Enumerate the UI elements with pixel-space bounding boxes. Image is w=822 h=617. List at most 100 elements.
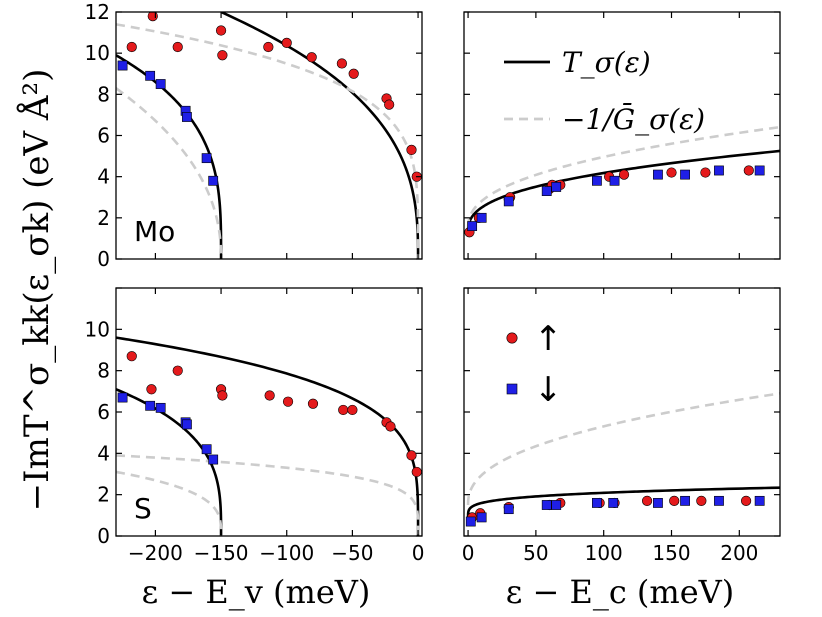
spin-up-point [700,167,711,178]
spin-up-point [282,396,294,407]
y-tick-label: 0 [97,247,110,271]
spin-up-point [126,41,137,53]
spin-up-point [281,37,292,48]
panel-2: −200 −150 −100 −50 0 0 2 4 6 8 10 S [85,287,425,565]
x-tick-label: −100 [259,541,314,565]
dashed-curve-2 [116,470,223,536]
spin-up-point [217,50,228,61]
spin-down-point [541,186,552,196]
plot-area [116,336,422,536]
spin-down-point [551,182,562,192]
y-tick-label: 8 [97,82,110,106]
spin-down-point [680,169,690,180]
spin-down-point [592,175,602,186]
panels: 0 2 4 6 8 10 12 Mo T_σ(ε) −1/Ḡ_σ(ε) −200 −150 −100 −5… [85,0,781,565]
spin-down-point [680,495,690,506]
x-axis-labels: ε − E_v (meV) ε − E_c (meV) [142,573,735,611]
y-tick-label: 12 [85,0,110,24]
spin-up-point [217,390,228,401]
spin-down-point [503,504,514,515]
y-tick-label: 4 [97,165,110,189]
legend: ↑↓ [506,319,563,410]
panel-label: Mo [134,215,175,248]
x-tick-label: 100 [585,541,623,565]
spin-down-point [182,112,192,122]
plot-area [464,125,780,238]
panel-0: 0 2 4 6 8 10 12 Mo [85,0,423,271]
spin-down-point [608,498,619,508]
panel-3: 0 50 100 150 200 ↑↓ [462,287,781,565]
x-axis-title-right: ε − E_c (meV) [506,573,735,611]
spin-down-point [754,165,765,176]
x-axis-title-left: ε − E_v (meV) [142,573,371,611]
dashed-curve-1 [466,392,780,505]
dashed-curve-2 [116,87,223,259]
spin-up-point [147,12,158,22]
spin-up-point [172,365,183,376]
spin-down-point [155,79,166,89]
spin-up-point [146,384,157,395]
spin-up-point [406,144,417,156]
legend-marker [506,383,518,395]
y-tick-label: 0 [97,524,110,548]
spin-down-point [653,498,663,508]
y-tick-label: 10 [85,317,110,341]
x-tick-label: 50 [523,541,548,565]
spin-up-point [336,58,347,69]
panel-1: T_σ(ε) −1/Ḡ_σ(ε) [463,11,781,260]
spin-down-point [476,212,487,223]
spin-down-point [754,495,765,506]
spin-up-point [385,421,396,432]
spin-up-point [406,450,417,461]
spin-down-point [201,444,212,455]
spin-down-point [208,175,219,186]
spin-up-point [215,25,227,36]
legend-label: ↑ [534,319,563,359]
y-tick-label: 4 [97,441,110,465]
x-tick-label: 150 [652,541,690,565]
spin-down-point [465,516,476,527]
spin-down-point [117,392,128,403]
spin-down-point [609,175,620,186]
spin-down-point [541,500,552,510]
x-tick-label: −200 [128,541,183,565]
legend-label: −1/Ḡ_σ(ε) [562,102,705,136]
spin-up-point [384,99,395,110]
plot-area [465,392,780,527]
spin-down-point [201,153,212,164]
spin-up-point [338,404,349,416]
spin-up-point [740,495,752,506]
spin-up-point [618,169,630,180]
dashed-curve-1 [466,125,780,229]
solid-curve-0 [116,388,223,536]
spin-up-point [666,167,677,178]
y-axis-label: −ImT^σ_kk(ε_σk) (eV Å²) [16,69,57,512]
spin-up-point [263,41,274,53]
x-tick-label: 0 [462,541,475,565]
x-tick-label: 0 [412,541,425,565]
spin-down-point [155,402,166,413]
spin-up-point [264,390,275,401]
solid-curve-1 [116,336,420,536]
spin-down-point [467,221,478,231]
y-tick-label: 6 [97,124,110,148]
y-tick-label: 8 [97,359,110,383]
spin-up-point [307,398,319,409]
spin-up-point [348,68,359,79]
spin-up-point [669,495,680,506]
x-tick-label: 200 [720,541,758,565]
spin-down-point [117,60,128,71]
plot-area [116,12,422,259]
solid-curve-1 [220,12,420,259]
y-tick-label: 10 [85,41,110,65]
x-tick-label: −150 [194,541,249,565]
legend-label: T_σ(ε) [562,46,651,79]
spin-up-point [411,466,422,478]
spin-up-point [641,495,653,506]
spin-down-point [592,498,602,508]
dashed-curve-3 [116,454,420,536]
spin-up-point [696,495,707,506]
y-tick-label: 2 [97,483,110,507]
y-tick-label: 6 [97,400,110,424]
